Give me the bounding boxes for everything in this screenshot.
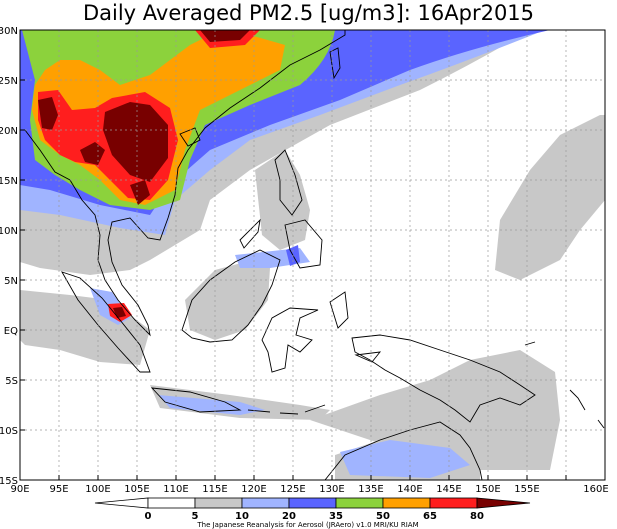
lon-label: 110E bbox=[163, 484, 188, 495]
map-title: Daily Averaged PM2.5 [ug/m3]: 16Apr2015 bbox=[82, 1, 535, 25]
colorbar-label: 65 bbox=[423, 511, 437, 522]
lon-label: 115E bbox=[202, 484, 227, 495]
lon-label: 125E bbox=[280, 484, 305, 495]
colorbar-cell bbox=[429, 497, 478, 509]
coast-philippines-luzon bbox=[274, 149, 303, 216]
shade-darkred-5 bbox=[200, 30, 250, 42]
coast-palawan bbox=[239, 218, 261, 249]
lat-label: 10S bbox=[0, 426, 18, 437]
colorbar-label: 10 bbox=[235, 511, 249, 522]
lat-label: 25N bbox=[0, 76, 18, 87]
credit-line: The Japanese Reanalysis for Aerosol (JRA… bbox=[196, 521, 418, 529]
coast-sumatra bbox=[61, 271, 151, 373]
shade-gray-south-east bbox=[310, 350, 560, 470]
coast-seram bbox=[354, 351, 382, 363]
lon-label: 145E bbox=[436, 484, 461, 495]
lat-label: 5S bbox=[5, 376, 18, 387]
colorbar-label: 80 bbox=[470, 511, 484, 522]
colorbar: 0 5 10 20 35 50 65 80 bbox=[94, 497, 531, 522]
colorbar-label: 5 bbox=[192, 511, 199, 522]
colorbar-cell bbox=[147, 497, 196, 509]
plot-frame bbox=[19, 29, 606, 481]
coast-asia-mainland bbox=[24, 30, 346, 337]
lon-label: 135E bbox=[358, 484, 383, 495]
grid-lines bbox=[20, 30, 605, 480]
coast-islands-east bbox=[524, 341, 605, 429]
coastlines bbox=[24, 30, 605, 480]
lat-label: 15S bbox=[0, 476, 18, 487]
lon-label: 155E bbox=[514, 484, 539, 495]
colorbar-cell bbox=[335, 497, 384, 509]
shade-darkred-3 bbox=[103, 102, 168, 182]
shade-darkred-1 bbox=[38, 97, 58, 130]
lon-labels: 90E 95E 100E 105E 110E 115E 120E 125E 13… bbox=[10, 484, 608, 495]
lat-label: 30N bbox=[0, 26, 18, 37]
shade-darkred-2 bbox=[80, 142, 105, 165]
lat-label: 10N bbox=[0, 226, 18, 237]
colorbar-label: 0 bbox=[145, 511, 152, 522]
shade-gray-philippines bbox=[255, 150, 310, 250]
lat-label: 20N bbox=[0, 126, 18, 137]
lat-label: 5N bbox=[4, 276, 18, 287]
colorbar-cell bbox=[241, 497, 290, 509]
colorbar-cell bbox=[382, 497, 431, 509]
lon-label: 150E bbox=[475, 484, 500, 495]
colorbar-cell bbox=[94, 497, 149, 509]
plot-area bbox=[20, 30, 605, 480]
lon-label: 130E bbox=[319, 484, 344, 495]
lon-label: 95E bbox=[49, 484, 68, 495]
lat-label: 15N bbox=[0, 176, 18, 187]
lon-label: 160E bbox=[583, 484, 608, 495]
lon-label: 90E bbox=[10, 484, 29, 495]
colorbar-cell bbox=[194, 497, 243, 509]
lon-label: 140E bbox=[397, 484, 422, 495]
coast-australia bbox=[324, 421, 483, 480]
lat-labels: 30N 25N 20N 15N 10N 5N EQ 5S 10S 15S bbox=[0, 26, 18, 487]
lon-label: 100E bbox=[85, 484, 110, 495]
coast-new-guinea bbox=[351, 334, 536, 423]
colorbar-cell bbox=[288, 497, 337, 509]
coast-sulawesi bbox=[261, 307, 319, 373]
shade-lightblue-south bbox=[340, 440, 470, 478]
shade-darkred-4 bbox=[130, 180, 150, 205]
colorbar-label: 50 bbox=[376, 511, 390, 522]
lon-label: 120E bbox=[241, 484, 266, 495]
coast-java bbox=[150, 387, 242, 413]
coast-philippines-south bbox=[284, 219, 323, 269]
shade-gray-borneo bbox=[185, 262, 270, 340]
colorbar-label: 20 bbox=[282, 511, 296, 522]
colorbar-label: 35 bbox=[329, 511, 343, 522]
coast-lesser-sunda bbox=[247, 404, 326, 415]
coast-halmahera bbox=[329, 291, 349, 329]
lon-label: 105E bbox=[124, 484, 149, 495]
tick-marks bbox=[20, 29, 567, 480]
coast-taiwan bbox=[329, 47, 341, 80]
lat-label: EQ bbox=[4, 326, 18, 337]
shade-gray-east bbox=[495, 115, 605, 280]
colorbar-cell bbox=[476, 497, 531, 509]
